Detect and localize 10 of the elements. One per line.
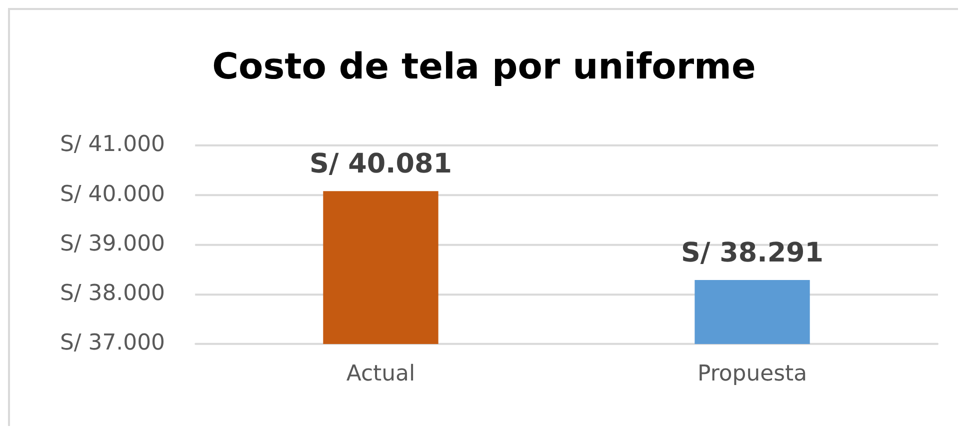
y-tick-label: S/ 38.000 (60, 281, 166, 306)
x-tick-label: Actual (346, 362, 416, 387)
chart-title: Costo de tela por uniforme (212, 46, 756, 88)
y-tick-label: S/ 41.000 (60, 132, 166, 158)
x-tick-label: Propuesta (697, 362, 808, 387)
data-label: S/ 38.291 (681, 238, 824, 269)
y-tick-label: S/ 37.000 (60, 330, 166, 356)
y-tick-label: S/ 40.000 (60, 182, 166, 207)
data-label: S/ 40.081 (309, 148, 452, 180)
y-tick-label: S/ 39.000 (60, 231, 166, 256)
